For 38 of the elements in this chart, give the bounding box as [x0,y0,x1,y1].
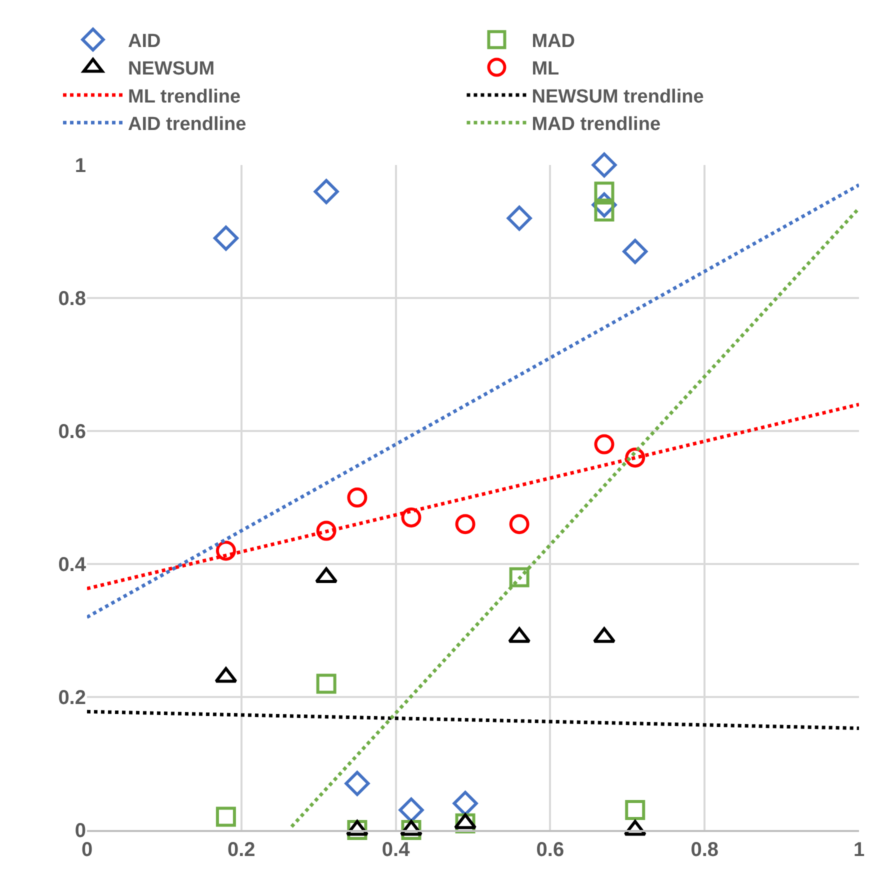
y-tick-label: 0 [74,820,86,842]
legend-label: ML [532,58,560,80]
legend-label: MAD trendline [532,114,661,136]
point [216,540,236,561]
point [592,152,617,178]
legend-label: NEWSUM trendline [532,86,704,108]
x-tick-label: 0.6 [536,839,564,861]
point [344,770,370,796]
point [455,514,476,534]
point [316,520,336,541]
x-tick-label: 1 [853,839,865,861]
point [506,206,532,231]
point [314,179,339,204]
point [625,800,646,820]
x-tick-label: 0.4 [382,839,411,861]
point [216,806,236,827]
point [622,238,648,264]
point [509,514,530,534]
point [401,507,422,528]
legend-label: AID trendline [128,114,246,136]
point [594,182,614,202]
point [625,448,646,468]
legend-label: AID [128,30,161,52]
y-tick-label: 0.8 [58,288,86,310]
legend-label: ML trendline [128,86,241,108]
point [509,567,530,588]
x-tick-label: 0.2 [227,839,256,861]
legend-label: MAD [532,30,576,52]
x-tick-label: 0.8 [690,839,719,861]
legend-label: NEWSUM [128,58,215,80]
point [213,226,239,251]
point [316,674,336,694]
point [347,488,368,508]
y-tick-label: 0.2 [58,687,86,709]
point [594,434,614,454]
y-tick-label: 0.6 [58,421,86,443]
y-tick-label: 1 [74,155,86,177]
y-tick-label: 0.4 [58,554,87,576]
